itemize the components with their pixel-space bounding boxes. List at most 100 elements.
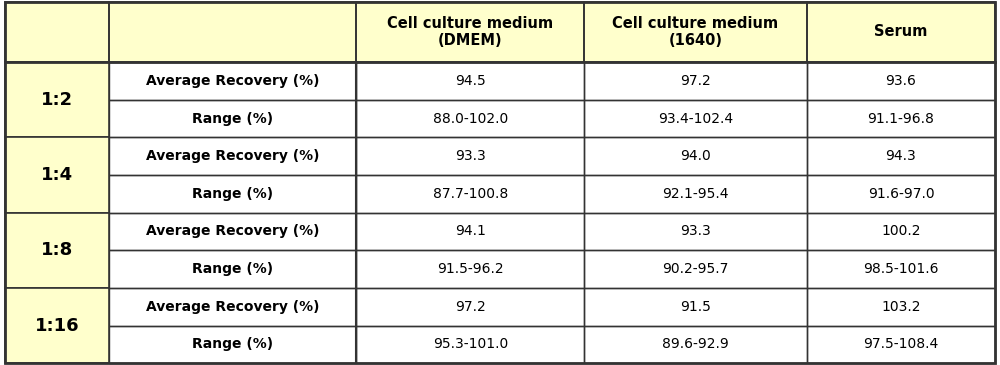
Text: Average Recovery (%): Average Recovery (%) xyxy=(146,224,319,238)
Bar xyxy=(584,137,807,175)
Bar xyxy=(807,175,995,213)
Bar xyxy=(109,175,356,213)
Bar xyxy=(807,250,995,288)
Bar xyxy=(584,250,807,288)
Text: Range (%): Range (%) xyxy=(192,262,273,276)
Bar xyxy=(807,62,995,100)
Text: 87.7-100.8: 87.7-100.8 xyxy=(433,187,508,201)
Bar xyxy=(807,250,995,288)
Bar xyxy=(109,2,356,62)
Bar xyxy=(5,326,109,363)
Bar xyxy=(109,288,356,326)
Bar xyxy=(5,2,109,62)
Bar xyxy=(584,288,807,326)
Bar xyxy=(109,175,356,213)
Text: 103.2: 103.2 xyxy=(881,300,921,314)
Bar xyxy=(584,288,807,326)
Text: 98.5-101.6: 98.5-101.6 xyxy=(863,262,939,276)
Text: 97.5-108.4: 97.5-108.4 xyxy=(863,337,939,351)
Bar xyxy=(356,213,584,250)
Bar xyxy=(109,2,356,62)
Bar xyxy=(356,250,584,288)
Bar xyxy=(109,326,356,363)
Bar xyxy=(5,288,109,326)
Text: 91.5-96.2: 91.5-96.2 xyxy=(437,262,504,276)
Bar xyxy=(356,288,584,326)
Bar xyxy=(5,62,109,100)
Text: 94.3: 94.3 xyxy=(886,149,916,163)
Bar xyxy=(807,326,995,363)
Text: 1:4: 1:4 xyxy=(41,166,73,184)
Bar xyxy=(109,137,356,175)
Bar xyxy=(584,326,807,363)
Bar xyxy=(5,100,109,137)
Text: 91.5: 91.5 xyxy=(680,300,711,314)
Text: Average Recovery (%): Average Recovery (%) xyxy=(146,300,319,314)
Bar xyxy=(807,326,995,363)
Bar xyxy=(109,250,356,288)
Bar xyxy=(109,213,356,250)
Text: 95.3-101.0: 95.3-101.0 xyxy=(433,337,508,351)
Bar xyxy=(584,100,807,137)
Text: 94.0: 94.0 xyxy=(680,149,711,163)
Bar xyxy=(109,62,356,100)
Bar xyxy=(807,62,995,100)
Bar xyxy=(807,137,995,175)
Text: Average Recovery (%): Average Recovery (%) xyxy=(146,74,319,88)
Bar xyxy=(356,62,584,100)
Text: 1:8: 1:8 xyxy=(41,241,73,259)
Text: Range (%): Range (%) xyxy=(192,112,273,126)
Text: 94.5: 94.5 xyxy=(455,74,486,88)
Bar xyxy=(807,100,995,137)
Bar xyxy=(109,213,356,250)
Bar xyxy=(356,62,584,100)
Text: Range (%): Range (%) xyxy=(192,187,273,201)
Bar xyxy=(356,175,584,213)
Text: 93.6: 93.6 xyxy=(886,74,916,88)
Bar xyxy=(356,2,584,62)
Text: Serum: Serum xyxy=(874,24,928,39)
Bar xyxy=(584,175,807,213)
Bar xyxy=(584,213,807,250)
Text: 93.3: 93.3 xyxy=(455,149,486,163)
Bar xyxy=(356,175,584,213)
Bar xyxy=(584,62,807,100)
Bar xyxy=(5,213,109,250)
Text: 92.1-95.4: 92.1-95.4 xyxy=(662,187,729,201)
Bar xyxy=(356,326,584,363)
Bar xyxy=(5,250,109,288)
Bar xyxy=(584,175,807,213)
Bar xyxy=(584,326,807,363)
Text: Cell culture medium
(1640): Cell culture medium (1640) xyxy=(612,16,779,48)
Text: 94.1: 94.1 xyxy=(455,224,486,238)
Text: 88.0-102.0: 88.0-102.0 xyxy=(433,112,508,126)
Bar xyxy=(807,288,995,326)
Text: 1:16: 1:16 xyxy=(35,316,79,335)
Bar xyxy=(5,62,109,137)
Bar xyxy=(584,213,807,250)
Bar xyxy=(584,62,807,100)
Text: 91.1-96.8: 91.1-96.8 xyxy=(868,112,934,126)
Bar xyxy=(356,326,584,363)
Text: 93.3: 93.3 xyxy=(680,224,711,238)
Bar xyxy=(356,137,584,175)
Bar xyxy=(109,326,356,363)
Bar xyxy=(807,288,995,326)
Text: 97.2: 97.2 xyxy=(455,300,486,314)
Text: 90.2-95.7: 90.2-95.7 xyxy=(662,262,729,276)
Bar xyxy=(356,2,584,62)
Bar xyxy=(584,250,807,288)
Bar xyxy=(584,100,807,137)
Bar xyxy=(807,213,995,250)
Text: Cell culture medium
(DMEM): Cell culture medium (DMEM) xyxy=(387,16,553,48)
Bar xyxy=(109,100,356,137)
Text: 93.4-102.4: 93.4-102.4 xyxy=(658,112,733,126)
Bar xyxy=(109,137,356,175)
Bar xyxy=(356,137,584,175)
Text: 91.6-97.0: 91.6-97.0 xyxy=(868,187,934,201)
Bar xyxy=(5,213,109,288)
Bar xyxy=(356,100,584,137)
Bar xyxy=(5,137,109,175)
Bar xyxy=(584,2,807,62)
Bar xyxy=(356,250,584,288)
